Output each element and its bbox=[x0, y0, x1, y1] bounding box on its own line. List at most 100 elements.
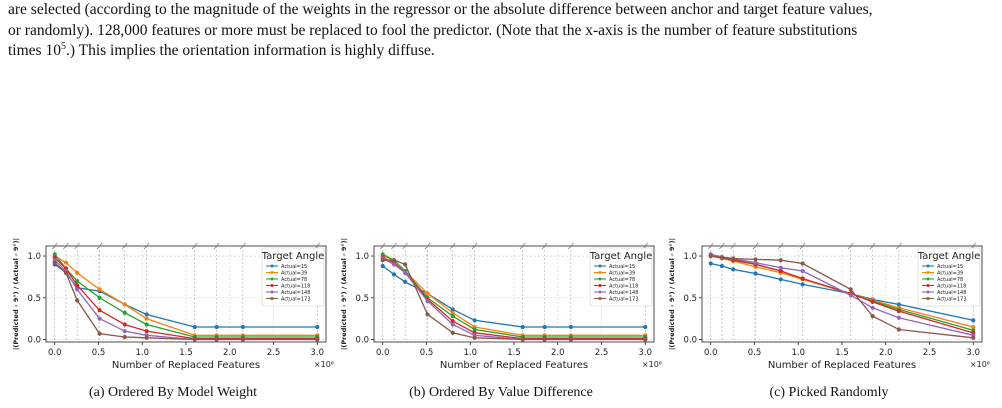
sample-marker-hatch bbox=[402, 242, 408, 250]
chart-c: 0.0 0.5 1.0 0.0 0.5 1.0 1.5 2.0 2.5 3.0 Number of … bbox=[668, 238, 990, 371]
data-point bbox=[75, 287, 80, 292]
data-point bbox=[122, 334, 127, 340]
legend-marker bbox=[926, 284, 930, 287]
legend-entry: Actual=118 bbox=[281, 283, 310, 289]
x-tick-label: 2.5 bbox=[923, 348, 937, 358]
x-tick-label: 0.5 bbox=[420, 348, 434, 358]
y-tick-label: 1.0 bbox=[27, 252, 41, 262]
sample-marker-hatch bbox=[752, 242, 759, 250]
sample-marker-hatch bbox=[777, 242, 784, 250]
paragraph-line-3-post: .) This implies the orientation informat… bbox=[65, 42, 435, 59]
data-point bbox=[708, 253, 713, 259]
chart-a: 0.0 0.5 1.0 0.0 0.5 1.0 1.5 2.0 2.5 3.0 Number of … bbox=[12, 238, 334, 371]
sample-marker-hatch bbox=[471, 242, 478, 250]
y-tick-label: 0.5 bbox=[27, 294, 41, 304]
data-point bbox=[643, 324, 648, 330]
data-point bbox=[896, 309, 901, 314]
data-point bbox=[122, 310, 127, 315]
legend-marker bbox=[598, 290, 602, 294]
data-point bbox=[425, 291, 430, 296]
data-point bbox=[380, 258, 385, 263]
data-point bbox=[97, 295, 102, 300]
data-point bbox=[425, 298, 430, 304]
figure-panel-a: 0.0 0.5 1.0 0.0 0.5 1.0 1.5 2.0 2.5 3.0 Number of … bbox=[8, 232, 338, 382]
series-line bbox=[54, 262, 318, 341]
data-point bbox=[63, 260, 69, 265]
legend-entry: Actual=78 bbox=[609, 277, 635, 283]
legend-marker bbox=[270, 277, 274, 281]
sample-marker-hatch bbox=[240, 242, 246, 250]
sample-marker-hatch bbox=[96, 242, 103, 250]
data-point bbox=[870, 314, 875, 319]
data-point bbox=[800, 261, 805, 266]
legend-title: Target Angle bbox=[589, 251, 653, 262]
y-axis-label: |(Predicted - 9°) / (Actual - 9°)| bbox=[340, 238, 349, 350]
data-point bbox=[403, 270, 408, 275]
data-point bbox=[971, 335, 976, 340]
sample-marker-hatch bbox=[869, 242, 876, 250]
figure-panel-b: 0.0 0.5 1.0 0.0 0.5 1.0 1.5 2.0 2.5 3.0 Number of … bbox=[336, 232, 666, 382]
data-point bbox=[380, 263, 385, 269]
legend-entry: Actual=173 bbox=[609, 296, 638, 302]
data-point bbox=[391, 258, 397, 263]
x-tick-label: 0.5 bbox=[748, 348, 762, 358]
data-point bbox=[425, 312, 430, 317]
x-tick-label: 1.0 bbox=[135, 348, 149, 358]
data-point bbox=[75, 283, 80, 288]
caption-c: (c) Picked Randomly bbox=[769, 385, 889, 400]
legend-entry: Actual=148 bbox=[937, 290, 966, 296]
x-axis-label: Number of Replaced Features bbox=[112, 360, 260, 371]
data-point bbox=[896, 315, 901, 320]
legend-marker bbox=[598, 284, 602, 287]
data-point bbox=[753, 257, 758, 262]
legend-marker bbox=[926, 264, 930, 268]
x-axis-multiplier: ×10⁶ bbox=[642, 360, 662, 369]
series-line bbox=[382, 259, 646, 341]
x-tick-label: 3.0 bbox=[310, 348, 324, 358]
data-point bbox=[75, 278, 80, 284]
x-tick-label: 0.5 bbox=[92, 348, 106, 358]
sample-marker-hatch bbox=[719, 242, 725, 250]
y-axis-label: |(Predicted - 9°) / (Actual - 9°)| bbox=[668, 238, 677, 350]
data-point bbox=[450, 310, 455, 315]
paragraph-line-2: or randomly). 128,000 features or more m… bbox=[8, 21, 858, 39]
x-tick-label: 2.5 bbox=[267, 348, 281, 358]
x-tick-label: 2.5 bbox=[595, 348, 609, 358]
data-point bbox=[380, 252, 385, 257]
data-point bbox=[800, 276, 805, 281]
legend-entry: Actual=78 bbox=[281, 277, 307, 283]
legend-marker bbox=[598, 277, 602, 281]
x-axis-multiplier: ×10⁶ bbox=[314, 360, 334, 369]
data-point bbox=[870, 299, 875, 305]
x-tick-label: 0.0 bbox=[376, 348, 390, 358]
data-point bbox=[731, 256, 736, 261]
data-point bbox=[800, 282, 805, 287]
caption-a: (a) Ordered By Model Weight bbox=[88, 385, 258, 400]
legend-marker bbox=[598, 297, 602, 300]
legend-title: Target Angle bbox=[917, 251, 981, 262]
y-tick-label: 1.0 bbox=[355, 252, 369, 262]
legend-marker bbox=[270, 290, 274, 294]
sample-marker-hatch bbox=[847, 242, 854, 250]
data-point bbox=[144, 312, 149, 317]
sample-marker-hatch bbox=[213, 242, 220, 250]
x-axis-label: Number of Replaced Features bbox=[768, 360, 916, 371]
data-point bbox=[391, 262, 397, 267]
x-tick-label: 2.0 bbox=[223, 348, 237, 358]
legend-marker bbox=[926, 271, 930, 274]
data-point bbox=[708, 261, 713, 266]
sample-marker-hatch bbox=[191, 242, 198, 250]
data-point bbox=[144, 329, 149, 334]
data-point bbox=[568, 337, 573, 342]
sample-marker-hatch bbox=[707, 242, 714, 250]
data-point bbox=[214, 337, 219, 342]
data-point bbox=[778, 265, 783, 270]
data-point bbox=[520, 324, 525, 330]
legend-marker bbox=[926, 290, 930, 294]
sample-marker-hatch bbox=[541, 242, 548, 250]
legend-entry: Actual=39 bbox=[609, 270, 635, 276]
legend-entry: Actual=118 bbox=[937, 283, 966, 289]
sample-marker-hatch bbox=[379, 242, 386, 250]
x-axis-multiplier: ×10⁶ bbox=[970, 360, 990, 369]
data-point bbox=[97, 316, 102, 321]
